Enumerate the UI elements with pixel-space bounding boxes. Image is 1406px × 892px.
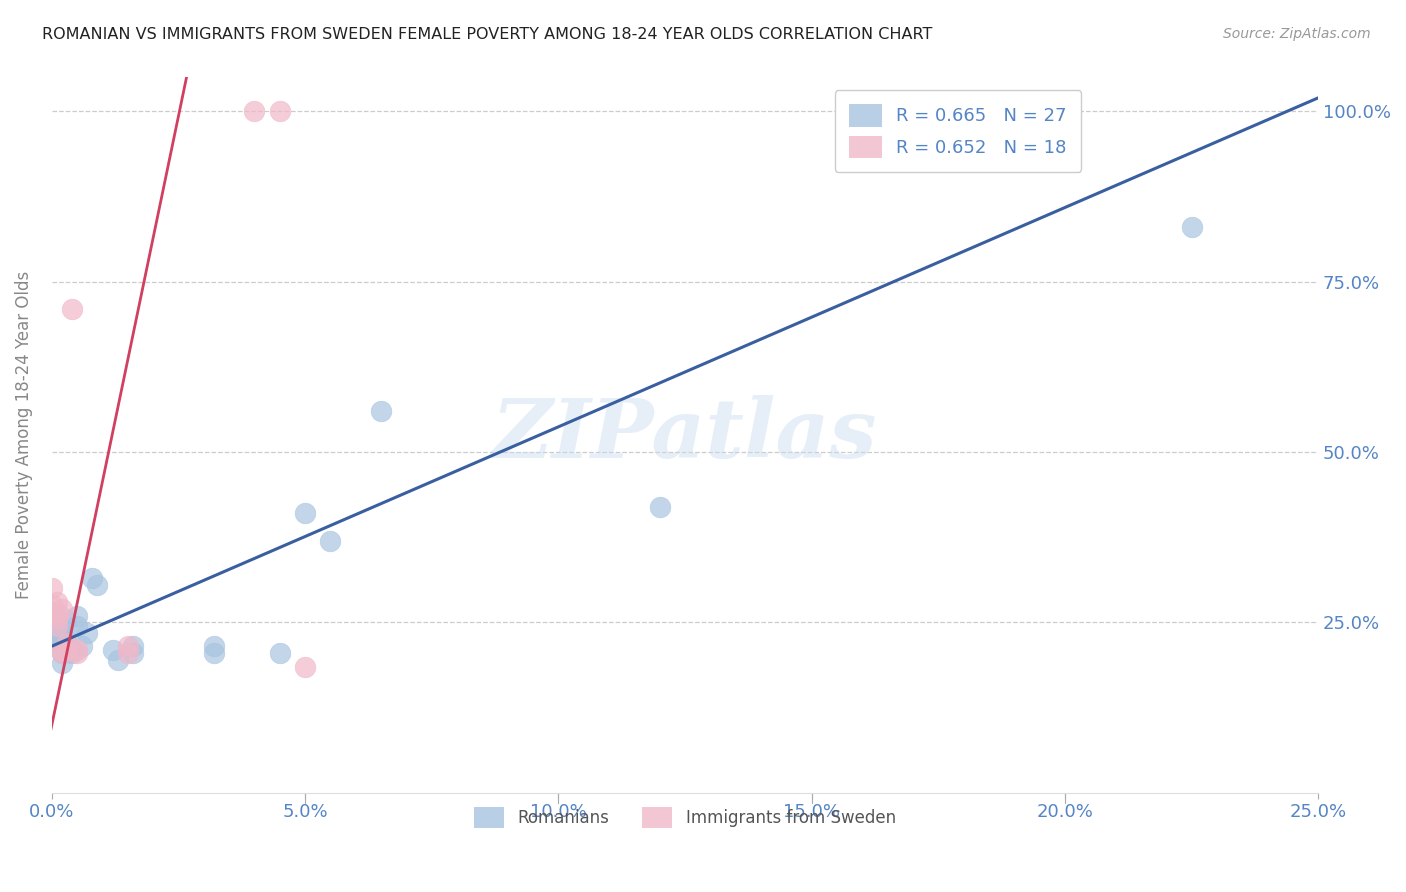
- Point: [370, 404, 392, 418]
- Point: [45, 612, 67, 626]
- Point: [44, 608, 66, 623]
- Point: [51, 601, 73, 615]
- Point: [243, 104, 266, 119]
- Point: [60, 642, 83, 657]
- Point: [269, 104, 291, 119]
- Point: [51, 646, 73, 660]
- Point: [294, 507, 316, 521]
- Point: [648, 500, 671, 514]
- Point: [117, 646, 139, 660]
- Point: [41, 599, 63, 613]
- Point: [1180, 220, 1202, 235]
- Point: [56, 636, 79, 650]
- Point: [70, 639, 93, 653]
- Point: [202, 639, 225, 653]
- Point: [117, 639, 139, 653]
- Point: [1028, 104, 1050, 119]
- Point: [48, 619, 70, 633]
- Point: [294, 659, 316, 673]
- Point: [60, 646, 83, 660]
- Point: [66, 646, 89, 660]
- Point: [121, 639, 143, 653]
- Point: [121, 646, 143, 660]
- Point: [45, 595, 67, 609]
- Point: [66, 619, 89, 633]
- Point: [60, 301, 83, 316]
- Point: [56, 636, 79, 650]
- Point: [107, 653, 129, 667]
- Point: [56, 642, 79, 657]
- Text: ROMANIAN VS IMMIGRANTS FROM SWEDEN FEMALE POVERTY AMONG 18-24 YEAR OLDS CORRELAT: ROMANIAN VS IMMIGRANTS FROM SWEDEN FEMAL…: [42, 27, 932, 42]
- Point: [51, 646, 73, 660]
- Text: Source: ZipAtlas.com: Source: ZipAtlas.com: [1223, 27, 1371, 41]
- Point: [66, 608, 89, 623]
- Point: [319, 533, 342, 548]
- Point: [76, 625, 98, 640]
- Point: [48, 629, 70, 643]
- Point: [45, 632, 67, 647]
- Point: [101, 642, 124, 657]
- Point: [41, 605, 63, 619]
- Legend: Romanians, Immigrants from Sweden: Romanians, Immigrants from Sweden: [467, 801, 903, 834]
- Point: [269, 646, 291, 660]
- Point: [66, 642, 89, 657]
- Point: [45, 619, 67, 633]
- Point: [202, 646, 225, 660]
- Point: [82, 571, 104, 585]
- Point: [51, 657, 73, 671]
- Point: [45, 619, 67, 633]
- Point: [51, 639, 73, 653]
- Text: ZIPatlas: ZIPatlas: [492, 395, 877, 475]
- Y-axis label: Female Poverty Among 18-24 Year Olds: Female Poverty Among 18-24 Year Olds: [15, 271, 32, 599]
- Point: [86, 578, 108, 592]
- Point: [41, 582, 63, 596]
- Point: [51, 625, 73, 640]
- Point: [45, 625, 67, 640]
- Point: [45, 619, 67, 633]
- Point: [45, 605, 67, 619]
- Point: [51, 642, 73, 657]
